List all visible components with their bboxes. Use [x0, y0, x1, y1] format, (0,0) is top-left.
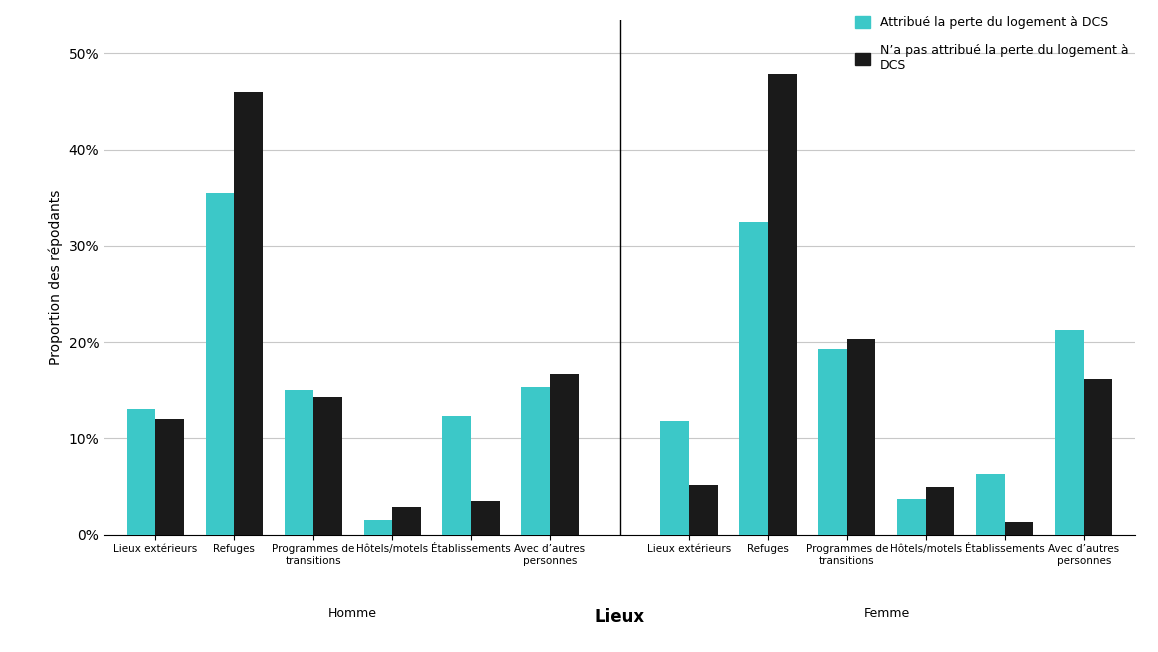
Bar — [550, 374, 579, 535]
Bar — [234, 92, 263, 535]
Bar — [471, 501, 499, 535]
Bar — [1084, 379, 1113, 535]
Bar — [393, 507, 420, 535]
Text: Femme: Femme — [863, 607, 909, 620]
Bar — [689, 484, 718, 535]
Bar — [846, 339, 875, 535]
Y-axis label: Proportion des répodants: Proportion des répodants — [49, 190, 63, 364]
Bar — [768, 74, 797, 535]
Bar — [126, 409, 155, 535]
Bar — [926, 488, 954, 535]
Bar — [442, 416, 471, 535]
Text: Homme: Homme — [328, 607, 378, 620]
Bar — [976, 474, 1005, 535]
Bar — [521, 387, 550, 535]
Legend: Attribué la perte du logement à DCS, N’a pas attribué la perte du logement à
DCS: Attribué la perte du logement à DCS, N’a… — [855, 16, 1129, 72]
Bar — [313, 397, 342, 535]
Bar — [1005, 522, 1033, 535]
Bar — [206, 193, 234, 535]
X-axis label: Lieux: Lieux — [594, 608, 645, 626]
Bar — [740, 222, 768, 535]
Bar — [897, 499, 926, 535]
Bar — [660, 421, 689, 535]
Bar — [155, 419, 184, 535]
Bar — [819, 349, 846, 535]
Bar — [364, 520, 393, 535]
Bar — [285, 391, 313, 535]
Bar — [1055, 329, 1084, 535]
